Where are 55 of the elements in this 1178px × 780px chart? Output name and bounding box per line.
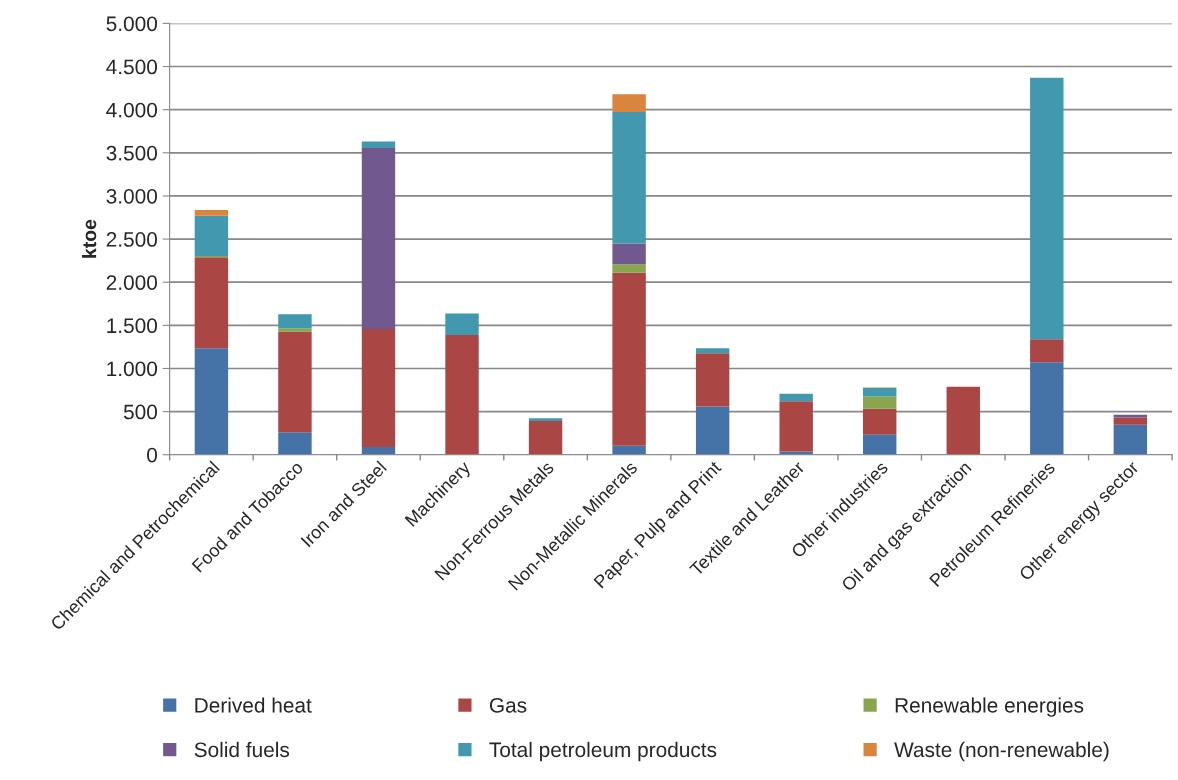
bar (445, 313, 479, 336)
bar (1113, 417, 1148, 425)
y-tick-label: 5.000 (106, 16, 158, 32)
bar (278, 432, 312, 455)
bar (695, 406, 730, 455)
bar (1030, 339, 1064, 363)
bar (194, 210, 229, 216)
y-tick-label: 3.000 (106, 188, 158, 204)
legend-label: Waste (non-renewable) (894, 741, 1109, 762)
bar (612, 243, 646, 265)
y-tick-label: 500 (123, 404, 158, 420)
bar (278, 314, 312, 329)
bar (194, 215, 229, 257)
y-tick-label: 2.000 (106, 275, 158, 290)
legend-label: Solid fuels (194, 741, 290, 758)
bar (863, 396, 897, 409)
y-tick-label: 1.500 (107, 318, 158, 334)
bar (946, 386, 980, 455)
bar (361, 447, 396, 455)
bar (695, 348, 730, 354)
bar (612, 445, 646, 455)
legend-label: Renewable energies (895, 697, 1084, 717)
bar (361, 147, 396, 329)
bar (361, 141, 396, 148)
y-tick-label: 4.500 (106, 59, 158, 75)
legend-label: Total petroleum products (489, 741, 717, 762)
y-tick-label: 2.500 (106, 232, 158, 247)
bar (779, 451, 813, 455)
bar (445, 335, 479, 455)
legend-label: Gas (489, 697, 527, 713)
y-tick-label: 3.500 (106, 145, 158, 161)
bar (612, 111, 646, 244)
bar (612, 94, 646, 112)
bar (612, 272, 646, 446)
bar (1030, 77, 1064, 340)
bar (779, 401, 813, 452)
y-tick-label: 1.000 (107, 361, 158, 377)
bar (1113, 424, 1148, 455)
bar (863, 408, 897, 435)
bar (194, 257, 229, 349)
bar (863, 387, 897, 397)
legend-label: Derived heat (195, 697, 312, 713)
bar (695, 353, 730, 407)
bar (863, 434, 897, 455)
bar (361, 328, 396, 448)
y-axis-title: ktoe (82, 219, 97, 258)
bar (528, 420, 563, 455)
bar (612, 264, 646, 273)
bar (278, 331, 312, 433)
bar (528, 418, 563, 421)
y-tick-label: 4.000 (106, 102, 158, 118)
bar (1030, 362, 1064, 455)
bar (278, 328, 312, 332)
bar (194, 348, 229, 455)
bar (779, 393, 813, 402)
